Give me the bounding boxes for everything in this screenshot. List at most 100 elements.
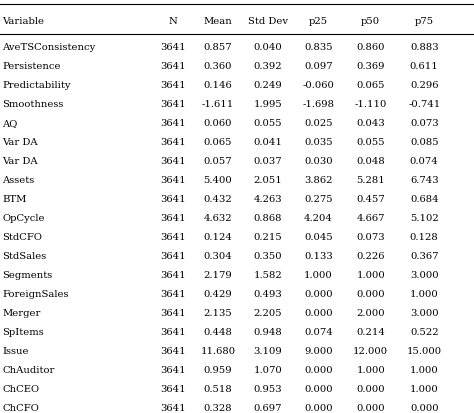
Text: 0.860: 0.860 (356, 43, 385, 52)
Text: -1.611: -1.611 (202, 100, 234, 109)
Text: 3641: 3641 (160, 366, 186, 375)
Text: Var DA: Var DA (2, 157, 38, 166)
Text: Variable: Variable (2, 17, 45, 26)
Text: ForeignSales: ForeignSales (2, 290, 69, 299)
Text: 1.000: 1.000 (356, 271, 385, 280)
Text: 3641: 3641 (160, 119, 186, 128)
Text: 1.000: 1.000 (410, 366, 438, 375)
Text: 0.457: 0.457 (356, 195, 385, 204)
Text: 5.400: 5.400 (204, 176, 232, 185)
Text: AQ: AQ (2, 119, 18, 128)
Text: 0.835: 0.835 (304, 43, 333, 52)
Text: 1.582: 1.582 (254, 271, 282, 280)
Text: 0.493: 0.493 (254, 290, 282, 299)
Text: 3641: 3641 (160, 81, 186, 90)
Text: 0.275: 0.275 (304, 195, 333, 204)
Text: 0.073: 0.073 (356, 233, 385, 242)
Text: Mean: Mean (204, 17, 232, 26)
Text: 0.350: 0.350 (254, 252, 282, 261)
Text: 0.226: 0.226 (356, 252, 385, 261)
Text: 0.085: 0.085 (410, 138, 438, 147)
Text: 2.135: 2.135 (204, 309, 232, 318)
Text: 2.179: 2.179 (204, 271, 232, 280)
Text: 3641: 3641 (160, 404, 186, 413)
Text: 0.124: 0.124 (204, 233, 232, 242)
Text: Assets: Assets (2, 176, 35, 185)
Text: 0.883: 0.883 (410, 43, 438, 52)
Text: -0.741: -0.741 (408, 100, 440, 109)
Text: 0.041: 0.041 (254, 138, 282, 147)
Text: 3641: 3641 (160, 157, 186, 166)
Text: 12.000: 12.000 (353, 347, 388, 356)
Text: 0.000: 0.000 (304, 404, 333, 413)
Text: 0.000: 0.000 (410, 404, 438, 413)
Text: 3641: 3641 (160, 176, 186, 185)
Text: 0.948: 0.948 (254, 328, 282, 337)
Text: Segments: Segments (2, 271, 53, 280)
Text: 0.035: 0.035 (304, 138, 333, 147)
Text: 9.000: 9.000 (304, 347, 333, 356)
Text: 0.522: 0.522 (410, 328, 438, 337)
Text: 3.862: 3.862 (304, 176, 333, 185)
Text: 0.000: 0.000 (304, 366, 333, 375)
Text: 0.215: 0.215 (254, 233, 282, 242)
Text: 3641: 3641 (160, 214, 186, 223)
Text: 0.214: 0.214 (356, 328, 385, 337)
Text: 0.065: 0.065 (204, 138, 232, 147)
Text: 0.055: 0.055 (254, 119, 282, 128)
Text: 3641: 3641 (160, 62, 186, 71)
Text: Predictability: Predictability (2, 81, 71, 90)
Text: 3641: 3641 (160, 195, 186, 204)
Text: 0.448: 0.448 (204, 328, 232, 337)
Text: 0.128: 0.128 (410, 233, 438, 242)
Text: BTM: BTM (2, 195, 27, 204)
Text: 0.074: 0.074 (410, 157, 438, 166)
Text: 3641: 3641 (160, 252, 186, 261)
Text: 0.953: 0.953 (254, 385, 282, 394)
Text: 0.037: 0.037 (254, 157, 282, 166)
Text: 0.328: 0.328 (204, 404, 232, 413)
Text: 3641: 3641 (160, 385, 186, 394)
Text: 1.000: 1.000 (356, 366, 385, 375)
Text: 0.369: 0.369 (356, 62, 385, 71)
Text: 0.000: 0.000 (356, 404, 385, 413)
Text: -0.060: -0.060 (302, 81, 335, 90)
Text: Var DA: Var DA (2, 138, 38, 147)
Text: 3641: 3641 (160, 290, 186, 299)
Text: AveTSConsistency: AveTSConsistency (2, 43, 96, 52)
Text: 0.025: 0.025 (304, 119, 333, 128)
Text: 0.249: 0.249 (254, 81, 282, 90)
Text: 0.429: 0.429 (204, 290, 232, 299)
Text: 0.000: 0.000 (356, 290, 385, 299)
Text: 1.070: 1.070 (254, 366, 282, 375)
Text: 0.043: 0.043 (356, 119, 385, 128)
Text: 3641: 3641 (160, 43, 186, 52)
Text: 3641: 3641 (160, 233, 186, 242)
Text: 0.432: 0.432 (204, 195, 232, 204)
Text: 3641: 3641 (160, 309, 186, 318)
Text: 3.000: 3.000 (410, 309, 438, 318)
Text: Smoothness: Smoothness (2, 100, 64, 109)
Text: 3.000: 3.000 (410, 271, 438, 280)
Text: 2.051: 2.051 (254, 176, 282, 185)
Text: 0.392: 0.392 (254, 62, 282, 71)
Text: StdSales: StdSales (2, 252, 46, 261)
Text: 0.000: 0.000 (304, 309, 333, 318)
Text: 0.040: 0.040 (254, 43, 282, 52)
Text: 1.000: 1.000 (410, 290, 438, 299)
Text: 0.133: 0.133 (304, 252, 333, 261)
Text: 5.102: 5.102 (410, 214, 438, 223)
Text: Merger: Merger (2, 309, 41, 318)
Text: 3641: 3641 (160, 100, 186, 109)
Text: 0.868: 0.868 (254, 214, 282, 223)
Text: 0.048: 0.048 (356, 157, 385, 166)
Text: StdCFO: StdCFO (2, 233, 42, 242)
Text: 0.057: 0.057 (204, 157, 232, 166)
Text: 0.611: 0.611 (410, 62, 438, 71)
Text: 5.281: 5.281 (356, 176, 385, 185)
Text: 1.995: 1.995 (254, 100, 282, 109)
Text: 0.000: 0.000 (304, 290, 333, 299)
Text: 3641: 3641 (160, 328, 186, 337)
Text: 1.000: 1.000 (410, 385, 438, 394)
Text: 11.680: 11.680 (201, 347, 236, 356)
